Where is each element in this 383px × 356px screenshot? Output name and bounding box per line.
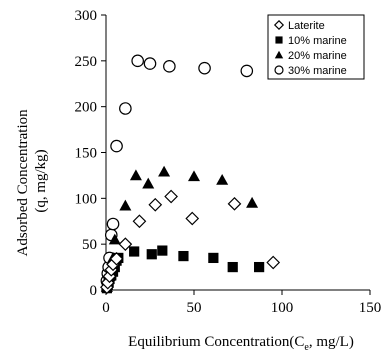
data-point <box>119 102 132 115</box>
data-point <box>188 170 200 182</box>
legend-box <box>267 14 365 80</box>
data-point <box>108 233 121 245</box>
y-tick-label: 200 <box>75 100 98 116</box>
y-tick-label: 100 <box>75 191 98 207</box>
legend-marker <box>274 65 284 75</box>
data-point <box>185 211 200 226</box>
legend-marker <box>274 50 284 59</box>
x-tick-label: 50 <box>187 300 202 316</box>
data-point <box>198 61 211 75</box>
data-point <box>164 189 178 204</box>
data-point <box>158 165 171 177</box>
legend-label: 30% marine <box>288 65 347 77</box>
data-point <box>119 199 132 211</box>
data-point <box>163 60 176 73</box>
data-point <box>227 261 238 273</box>
legend-label: Laterite <box>288 20 325 32</box>
data-point <box>143 57 157 70</box>
data-point <box>216 174 229 185</box>
data-point <box>240 64 254 78</box>
data-point <box>246 196 259 208</box>
y-tick-label: 50 <box>82 237 97 253</box>
legend: Laterite 10% marine 20% marine 30% marine <box>267 14 365 80</box>
data-point <box>254 261 265 273</box>
legend-label: 10% marine <box>288 35 347 47</box>
data-point <box>118 237 133 252</box>
x-tick-label: 0 <box>102 300 110 316</box>
data-point <box>208 252 219 264</box>
y-tick-label: 250 <box>75 54 98 70</box>
data-point <box>131 54 144 68</box>
data-point <box>110 139 123 153</box>
data-point <box>109 251 124 266</box>
x-tick-label: 150 <box>359 300 382 316</box>
legend-marker <box>273 19 285 31</box>
data-point <box>129 169 142 181</box>
plot-points <box>100 54 281 295</box>
x-axis-label: Equilibrium Concentration(Ce, mg/L) <box>128 334 354 353</box>
data-point <box>178 250 189 262</box>
data-point <box>266 255 281 270</box>
y-tick-label: 0 <box>90 283 98 299</box>
legend-marker <box>275 36 283 44</box>
data-point <box>157 245 168 256</box>
data-point <box>106 217 120 231</box>
legend-label: 20% marine <box>288 50 347 62</box>
x-tick-label: 100 <box>271 300 294 316</box>
y-axis-label: Adsorbed Concentration (q, mg/kg) <box>15 106 49 257</box>
series-laterite <box>100 189 281 295</box>
data-point <box>146 249 157 260</box>
data-point <box>148 197 163 212</box>
y-tick-label: 300 <box>75 8 98 24</box>
data-point <box>227 196 242 211</box>
data-point <box>142 177 155 189</box>
y-tick-label: 150 <box>75 146 98 162</box>
data-point <box>129 246 140 257</box>
data-point <box>132 214 147 229</box>
